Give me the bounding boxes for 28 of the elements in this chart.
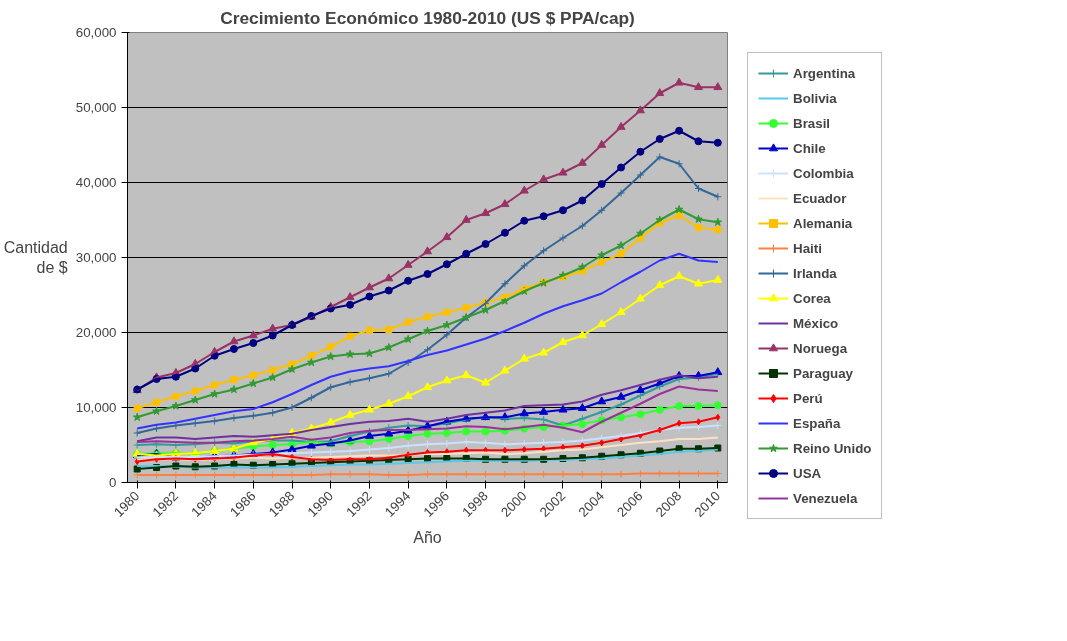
legend-label: Corea	[793, 290, 831, 306]
legend-label: Brasil	[793, 115, 831, 131]
legend-label: Bolivia	[793, 90, 837, 106]
x-axis-title: Año	[413, 528, 442, 546]
legend-label: USA	[793, 465, 822, 481]
y-tick-label: 30,000	[75, 250, 117, 265]
legend-label: España	[793, 415, 841, 431]
legend-label: Colombia	[793, 165, 854, 181]
chart-title: Crecimiento Económico 1980-2010 (US $ PPA/cap)	[220, 7, 635, 28]
legend-label: Alemania	[793, 215, 853, 231]
legend-label: Ecuador	[793, 190, 847, 206]
legend-label: Irlanda	[793, 265, 837, 281]
y-axis-title: Cantidad de $	[3, 238, 68, 277]
legend-label: Perú	[793, 390, 823, 406]
legend-label: Venezuela	[793, 490, 858, 506]
legend-label: Argentina	[793, 65, 856, 81]
y-tick-label: 20,000	[75, 325, 117, 340]
legend-label: Haiti	[793, 240, 822, 256]
legend-label: Reino Unido	[793, 440, 872, 456]
y-tick-label: 60,000	[75, 25, 117, 40]
y-tick-label: 10,000	[75, 400, 117, 415]
y-tick-label: 40,000	[75, 175, 117, 190]
y-tick-label: 50,000	[75, 100, 117, 115]
legend-label: México	[793, 315, 839, 331]
legend-label: Chile	[793, 140, 826, 156]
y-tick-label: 0	[109, 475, 117, 490]
legend-label: Paraguay	[793, 365, 854, 381]
legend-label: Noruega	[793, 340, 848, 356]
